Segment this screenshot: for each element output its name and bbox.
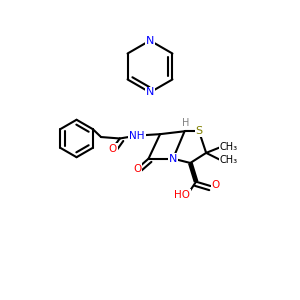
Text: NH: NH bbox=[129, 130, 145, 141]
Text: N: N bbox=[169, 154, 177, 164]
Text: HO: HO bbox=[174, 190, 190, 200]
Text: S: S bbox=[195, 126, 203, 136]
Text: O: O bbox=[212, 180, 220, 190]
Text: CH₃: CH₃ bbox=[220, 155, 238, 165]
Text: N: N bbox=[146, 36, 154, 46]
Text: O: O bbox=[108, 144, 117, 154]
Text: CH₃: CH₃ bbox=[220, 142, 238, 152]
Text: H: H bbox=[182, 118, 190, 128]
Text: O: O bbox=[133, 164, 141, 174]
Text: N: N bbox=[146, 87, 154, 98]
